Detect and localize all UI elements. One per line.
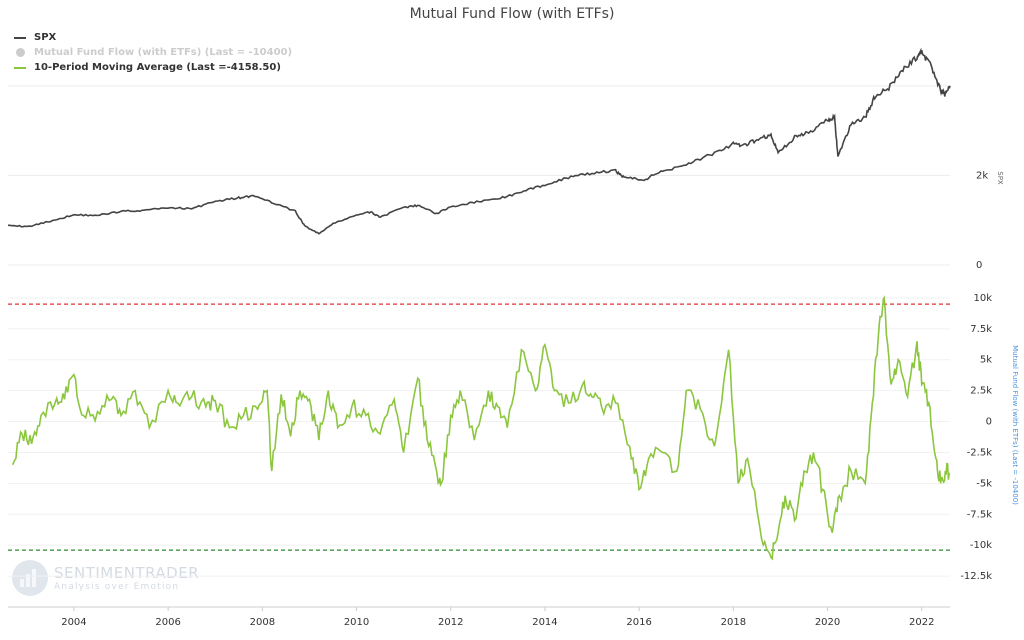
flow-y-tick-label-4: 0 — [986, 417, 992, 428]
spx-axis-title: SPX — [996, 171, 1004, 185]
flow-y-tick-label-9: -12.5k — [960, 571, 992, 582]
x-tick-label-2012: 2012 — [438, 617, 463, 628]
spx-series-line — [8, 47, 951, 235]
legend-line-marker-ma — [14, 66, 26, 69]
flow-y-tick-label-5: -2.5k — [967, 447, 993, 458]
x-tick-label-2020: 2020 — [815, 617, 840, 628]
x-tick-label-2004: 2004 — [61, 617, 86, 628]
watermark-name: SENTIMENTRADER — [54, 564, 200, 582]
flow-y-tick-label-8: -10k — [970, 540, 992, 551]
sentimentrader-watermark: SENTIMENTRADER Analysis over Emotion — [12, 560, 199, 596]
legend-line-marker-spx — [14, 36, 26, 39]
legend-item-mutual-fund-flow[interactable]: Mutual Fund Flow (with ETFs) (Last = -10… — [14, 45, 292, 60]
x-tick-label-2006: 2006 — [155, 617, 180, 628]
flow-y-tick-label-2: 5k — [980, 355, 992, 366]
x-tick-label-2016: 2016 — [626, 617, 651, 628]
legend-item-moving-average[interactable]: 10-Period Moving Average (Last =-4158.50… — [14, 60, 292, 75]
x-tick-label-2018: 2018 — [721, 617, 746, 628]
legend-dot-marker-flow — [16, 48, 25, 57]
sentimentrader-logo-icon — [12, 560, 48, 596]
x-tick-label-2022: 2022 — [909, 617, 934, 628]
moving-average-series-line — [11, 295, 951, 561]
spx-y-tick-label-1: 2k — [976, 170, 988, 181]
x-tick-label-2010: 2010 — [344, 617, 369, 628]
chart-title: Mutual Fund Flow (with ETFs) — [409, 6, 615, 22]
flow-y-tick-label-6: -5k — [976, 478, 992, 489]
flow-y-tick-label-0: 10k — [973, 293, 992, 304]
flow-y-tick-label-3: 2.5k — [970, 386, 992, 397]
spx-y-tick-label-0: 0 — [976, 260, 982, 271]
watermark-tagline: Analysis over Emotion — [54, 582, 180, 592]
legend-item-spx[interactable]: SPX — [14, 30, 292, 45]
flow-axis-title: Mutual Fund Flow (with ETFs) (Last = -10… — [1011, 345, 1019, 505]
x-tick-label-2014: 2014 — [532, 617, 557, 628]
legend-label-spx: SPX — [34, 32, 57, 43]
legend-label-mutual-fund-flow: Mutual Fund Flow (with ETFs) (Last = -10… — [34, 47, 293, 58]
x-tick-label-2008: 2008 — [250, 617, 275, 628]
legend-label-moving-average: 10-Period Moving Average (Last =-4158.50… — [34, 62, 281, 73]
flow-y-tick-label-7: -7.5k — [967, 509, 993, 520]
chart-legend: SPX Mutual Fund Flow (with ETFs) (Last =… — [14, 30, 292, 75]
flow-y-tick-label-1: 7.5k — [970, 324, 992, 335]
